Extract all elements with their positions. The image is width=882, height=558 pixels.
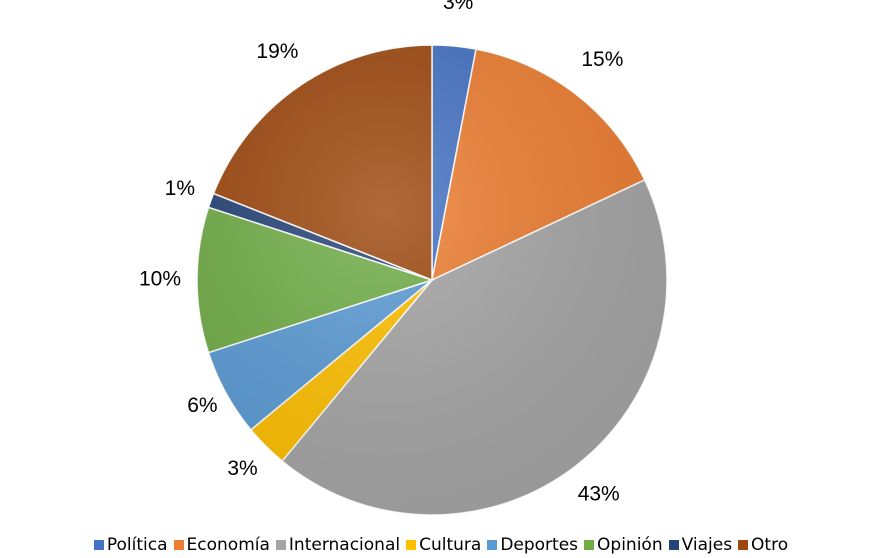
- legend-swatch: [487, 540, 498, 550]
- legend-label: Economía: [186, 535, 270, 555]
- legend-item-deportes: Deportes: [487, 535, 578, 555]
- pie-label-cultura: 3%: [227, 457, 257, 480]
- pie-label-viajes: 1%: [165, 177, 195, 200]
- legend-item-viajes: Viajes: [668, 535, 733, 555]
- pie-label-politica: 3%: [443, 0, 473, 14]
- legend-swatch: [738, 540, 749, 550]
- pie-label-internacional: 43%: [578, 482, 620, 505]
- legend-label: Opinión: [597, 535, 663, 555]
- legend-item-internacional: Internacional: [275, 535, 401, 555]
- legend-item-cultura: Cultura: [406, 535, 481, 555]
- legend-swatch: [93, 540, 104, 550]
- legend-item-opinion: Opinión: [584, 535, 663, 555]
- legend-swatch: [406, 540, 417, 550]
- legend-item-otro: Otro: [738, 535, 788, 555]
- pie-label-opinion: 10%: [139, 268, 181, 291]
- pie-chart: 3% 15% 43% 3% 6% 10% 1% 19%: [139, 0, 668, 516]
- pie-label-deportes: 6%: [187, 394, 217, 417]
- legend-swatch: [173, 540, 184, 550]
- pie-label-otro: 19%: [256, 40, 298, 63]
- legend-swatch: [275, 540, 286, 550]
- legend-label: Internacional: [288, 535, 401, 555]
- legend: Política Economía Internacional Cultura Depo…: [0, 534, 882, 556]
- legend-swatch: [584, 540, 595, 550]
- pie-label-economia: 15%: [581, 48, 623, 71]
- legend-label: Política: [106, 535, 168, 555]
- legend-item-economia: Economía: [173, 535, 270, 555]
- legend-label: Cultura: [419, 535, 482, 555]
- legend-swatch: [668, 540, 679, 550]
- legend-label: Otro: [751, 535, 789, 555]
- legend-label: Deportes: [500, 535, 579, 555]
- legend-item-politica: Política: [93, 535, 168, 555]
- legend-label: Viajes: [681, 535, 733, 555]
